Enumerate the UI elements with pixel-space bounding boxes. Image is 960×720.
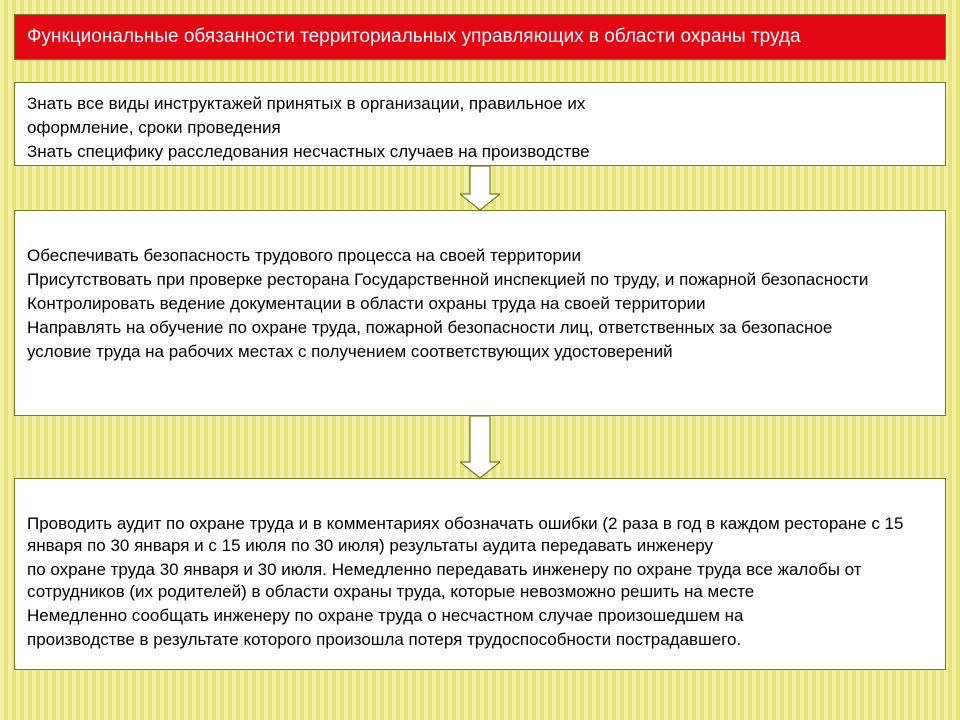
box-2-line: Контролировать ведение документации в об… — [27, 293, 933, 315]
box-2-line: Присутствовать при проверке ресторана Го… — [27, 269, 933, 291]
slide-title-text: Функциональные обязанности территориальн… — [27, 26, 801, 49]
box-2: Обеспечивать безопасность трудового проц… — [14, 210, 946, 416]
box-3-line: производстве в результате которого произ… — [27, 629, 933, 651]
arrow-2 — [460, 416, 500, 483]
box-3: Проводить аудит по охране труда и в комм… — [14, 478, 946, 670]
box-2-line: Обеспечивать безопасность трудового проц… — [27, 245, 933, 267]
box-1-line: Знать все виды инструктажей принятых в о… — [27, 93, 933, 115]
box-3-line — [27, 489, 933, 511]
box-2-line — [27, 221, 933, 243]
box-3-line: Немедленно сообщать инженеру по охране т… — [27, 605, 933, 627]
arrow-down-icon — [460, 416, 500, 478]
box-3-line: по охране труда 30 января и 30 июля. Нем… — [27, 559, 933, 603]
slide-title: Функциональные обязанности территориальн… — [14, 14, 946, 60]
box-2-line: условие труда на рабочих местах с получе… — [27, 341, 933, 363]
slide-root: Функциональные обязанности территориальн… — [0, 0, 960, 720]
box-2-line: Направлять на обучение по охране труда, … — [27, 317, 933, 339]
arrow-down-icon — [460, 166, 500, 210]
box-1-line: оформление, сроки проведения — [27, 117, 933, 139]
box-1-line: Знать специфику расследования несчастных… — [27, 141, 933, 163]
arrow-1 — [460, 166, 500, 215]
box-3-line: Проводить аудит по охране труда и в комм… — [27, 513, 933, 557]
box-1: Знать все виды инструктажей принятых в о… — [14, 82, 946, 166]
